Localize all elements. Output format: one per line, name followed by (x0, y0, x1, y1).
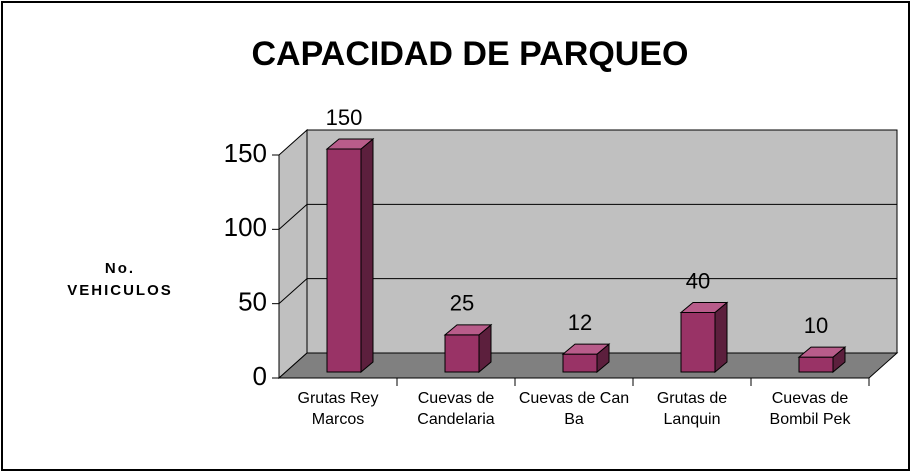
bar-face (360, 137, 374, 374)
bar-face (325, 138, 375, 150)
x-tick-label: Cuevas de Can Ba (518, 390, 630, 428)
bar-face (679, 302, 729, 314)
y-tick-label: 0 (253, 361, 267, 391)
bar-face (561, 343, 611, 355)
y-tick-label: 100 (224, 212, 267, 242)
bar (443, 323, 493, 374)
chart-title: CAPACIDAD DE PARQUEO (252, 35, 689, 73)
data-label: 12 (568, 310, 592, 335)
y-tick-label: 50 (238, 287, 267, 317)
bar-face (714, 301, 728, 374)
x-tick-label: Grutas Rey Marcos (297, 390, 379, 428)
bar (561, 343, 611, 374)
y-axis-label: No. VEHICULOS (67, 260, 173, 299)
grid-line (278, 278, 897, 305)
bar-face (680, 312, 716, 373)
bar (797, 346, 847, 374)
data-label: 40 (686, 268, 710, 293)
bar-face (326, 148, 362, 373)
data-label: 10 (804, 313, 828, 338)
bar-face (444, 334, 480, 373)
x-tick-label: Grutas de Lanquin (656, 390, 728, 428)
bar-face (798, 356, 834, 373)
bar-face (797, 346, 847, 358)
side-wall (278, 128, 308, 380)
bar-face (443, 324, 493, 336)
grid-line (278, 203, 897, 230)
x-tick-label: Cuevas de Bombil Pek (769, 390, 851, 428)
bar (679, 301, 729, 374)
data-label: 25 (450, 291, 474, 316)
data-label: 150 (326, 105, 363, 130)
back-wall (306, 129, 898, 354)
bar (325, 137, 375, 374)
bar-face (562, 353, 598, 373)
y-tick-label: 150 (224, 138, 267, 168)
x-tick-label: Cuevas de Candelaria (417, 390, 495, 428)
